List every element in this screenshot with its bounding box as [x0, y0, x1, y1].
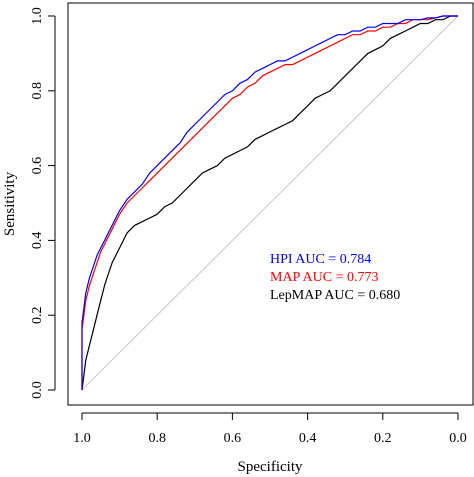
plot-frame	[67, 2, 474, 406]
y-tick-label: 0.8	[30, 82, 45, 100]
x-axis-title: Specificity	[238, 459, 303, 475]
x-tick-label: 0.6	[224, 431, 242, 446]
y-tick-label: 0.4	[30, 232, 45, 250]
roc-curve-series-0	[81, 15, 458, 390]
reference-diagonal	[81, 15, 459, 391]
roc-curve-series-2	[81, 15, 458, 391]
legend-entry: HPI AUC = 0.784	[270, 252, 371, 267]
x-tick-label: 0.4	[299, 431, 317, 446]
y-tick-label: 0.0	[30, 381, 45, 399]
legend-entry: MAP AUC = 0.773	[270, 270, 379, 285]
x-tick-label: 1.0	[73, 431, 91, 446]
roc-curves	[81, 15, 458, 391]
x-axis: 1.0 0.8 0.6 0.4 0.2 0.0	[73, 412, 467, 446]
y-axis: 0.0 0.2 0.4 0.6 0.8 1.0	[30, 7, 56, 399]
legend: HPI AUC = 0.784 MAP AUC = 0.773 LepMAP AUC…	[270, 252, 400, 303]
legend-entry: LepMAP AUC = 0.680	[270, 288, 400, 303]
y-tick-label: 0.2	[30, 306, 45, 324]
x-tick-label: 0.8	[148, 431, 166, 446]
x-tick-label: 0.2	[374, 431, 392, 446]
y-tick-label: 0.6	[30, 157, 45, 175]
reference-diagonal-layer	[81, 15, 459, 391]
y-axis-title: Sensitivity	[2, 171, 18, 236]
y-tick-label: 1.0	[30, 7, 45, 25]
x-tick-label: 0.0	[449, 431, 467, 446]
roc-curve-series-1	[81, 15, 458, 390]
